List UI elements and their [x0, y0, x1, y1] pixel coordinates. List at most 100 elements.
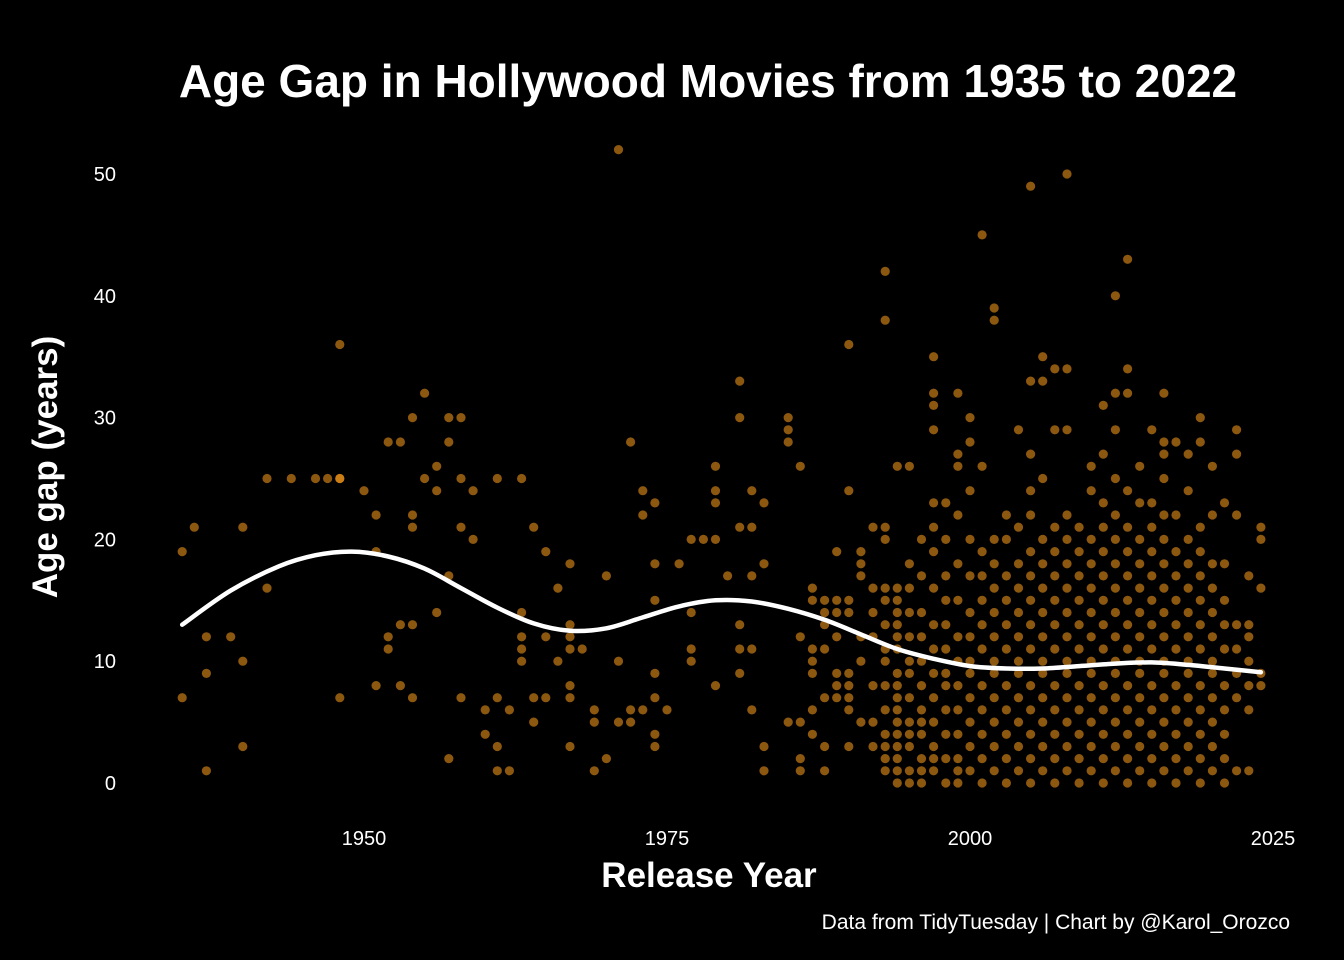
- data-point: [323, 473, 333, 484]
- data-point: [904, 778, 915, 788]
- data-point: [1062, 607, 1072, 618]
- data-point: [517, 473, 527, 484]
- y-tick-label: 10: [94, 651, 116, 673]
- data-point: [432, 461, 442, 471]
- data-point: [953, 729, 963, 739]
- data-point: [989, 583, 999, 593]
- data-point: [965, 571, 975, 581]
- data-point: [1183, 534, 1193, 545]
- data-point: [735, 522, 745, 532]
- data-point: [1207, 717, 1217, 727]
- data-point: [953, 681, 963, 691]
- data-point: [1219, 595, 1230, 605]
- data-point: [1038, 559, 1048, 569]
- data-point: [1232, 693, 1242, 703]
- data-point: [880, 522, 890, 532]
- data-point: [965, 668, 975, 679]
- data-point: [1195, 754, 1205, 764]
- data-point: [1159, 717, 1169, 727]
- data-point: [977, 778, 987, 788]
- data-point: [929, 522, 939, 532]
- y-tick-label: 20: [94, 529, 116, 551]
- data-point: [929, 547, 939, 557]
- data-point: [1086, 741, 1096, 752]
- data-point: [723, 571, 733, 581]
- data-point: [1159, 437, 1169, 447]
- data-point: [1171, 644, 1181, 654]
- data-point: [626, 705, 636, 715]
- data-point: [977, 571, 987, 581]
- data-point: [517, 656, 527, 666]
- data-point: [1086, 766, 1096, 776]
- data-point: [201, 766, 211, 776]
- data-point: [1062, 169, 1072, 179]
- data-point: [1207, 632, 1217, 642]
- data-point: [880, 620, 890, 630]
- data-point: [965, 607, 975, 618]
- data-point: [844, 705, 854, 715]
- data-point: [1074, 681, 1084, 691]
- data-point: [1098, 705, 1108, 715]
- data-point: [674, 559, 684, 569]
- data-point: [892, 681, 902, 691]
- data-point: [1050, 778, 1060, 788]
- data-point: [953, 510, 963, 520]
- data-point: [1135, 693, 1145, 703]
- data-point: [1098, 644, 1108, 654]
- data-point: [977, 754, 987, 764]
- data-point: [1050, 729, 1060, 739]
- data-point: [1232, 449, 1242, 459]
- y-tick-label: 40: [94, 286, 116, 308]
- y-tick-label: 30: [94, 408, 116, 430]
- data-point: [1098, 778, 1108, 788]
- data-point: [1219, 729, 1230, 739]
- data-point: [795, 461, 805, 471]
- data-point: [747, 522, 757, 532]
- data-point: [492, 741, 502, 752]
- data-point: [1001, 778, 1012, 788]
- data-point: [892, 705, 902, 715]
- data-point: [1183, 583, 1193, 593]
- data-point: [892, 741, 902, 752]
- data-point: [916, 754, 927, 764]
- data-point: [1038, 352, 1048, 362]
- data-point: [735, 668, 745, 679]
- data-point: [832, 668, 842, 679]
- data-point: [807, 668, 818, 679]
- data-point: [1110, 559, 1120, 569]
- data-point: [880, 729, 890, 739]
- data-point: [1123, 388, 1133, 398]
- data-point: [868, 681, 878, 691]
- data-point: [953, 461, 963, 471]
- data-point: [856, 559, 866, 569]
- data-point: [1123, 547, 1133, 557]
- data-point: [868, 607, 878, 618]
- data-point: [989, 303, 999, 313]
- data-point: [395, 620, 405, 630]
- data-point: [1026, 754, 1036, 764]
- data-point: [613, 717, 624, 727]
- data-point: [1110, 583, 1120, 593]
- data-point: [1086, 461, 1096, 471]
- data-point: [1086, 559, 1096, 569]
- data-point: [807, 583, 818, 593]
- data-point: [589, 766, 599, 776]
- data-point: [1050, 644, 1060, 654]
- data-point: [916, 571, 927, 581]
- data-point: [844, 339, 854, 350]
- data-point: [1195, 547, 1205, 557]
- data-point: [989, 668, 999, 679]
- data-point: [335, 339, 345, 350]
- data-point: [807, 656, 818, 666]
- y-axis-ticks: 0 10 20 30 40 50: [94, 164, 116, 795]
- data-point: [1110, 741, 1120, 752]
- data-point: [844, 681, 854, 691]
- data-point: [1026, 644, 1036, 654]
- data-point: [1195, 595, 1205, 605]
- data-point: [529, 522, 539, 532]
- x-tick-label: 1950: [342, 828, 387, 850]
- data-point: [989, 559, 999, 569]
- data-point: [1013, 632, 1024, 642]
- data-point: [1026, 681, 1036, 691]
- data-point: [1171, 620, 1181, 630]
